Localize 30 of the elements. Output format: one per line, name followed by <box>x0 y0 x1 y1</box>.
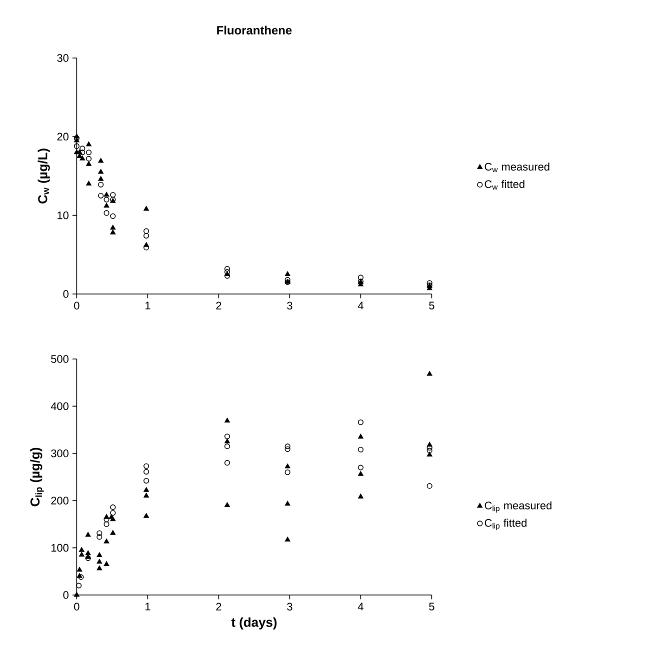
y-axis-title: C$_{w}$ (µg/L) <box>38 148 50 204</box>
x-tick-label: 2 <box>216 602 222 610</box>
x-tick-label: 3 <box>287 602 292 611</box>
x-tick-label: 2 <box>216 302 222 310</box>
y-tick-label: 100 <box>51 544 68 552</box>
x-tick-label: 4 <box>358 302 364 310</box>
x-tick-label: 0 <box>74 602 80 611</box>
x-tick-label: 1 <box>145 602 150 610</box>
x-tick-label: 4 <box>358 602 364 610</box>
y-tick-label: 200 <box>51 496 68 504</box>
legend-label: C$_{lip}$ fitted <box>484 518 526 530</box>
y-tick-label: 30 <box>57 54 68 62</box>
y-tick-label: 500 <box>51 355 68 363</box>
y-tick-label: 400 <box>50 402 68 410</box>
legend-label: C$_{w}$ measured <box>484 162 550 172</box>
x-tick-label: 0 <box>74 302 80 310</box>
x-tick-label: 5 <box>429 602 434 610</box>
x-tick-label: 5 <box>429 302 434 310</box>
x-tick-label: 1 <box>145 302 150 310</box>
y-axis-title: C$_{lip}$ (µg/g) <box>30 448 44 506</box>
x-axis-title: t (days) <box>231 617 277 630</box>
y-tick-label: 300 <box>51 450 68 458</box>
x-tick-label: 3 <box>287 302 292 310</box>
chart-title: Fluoranthene <box>217 26 292 34</box>
y-tick-label: 20 <box>57 132 68 141</box>
y-tick-label: 0 <box>63 591 68 599</box>
y-tick-label: 0 <box>63 290 68 298</box>
y-tick-label: 10 <box>58 211 68 220</box>
legend-label: C$_{lip}$ measured <box>484 501 552 513</box>
legend-label: C$_{w}$ fitted <box>484 180 524 190</box>
